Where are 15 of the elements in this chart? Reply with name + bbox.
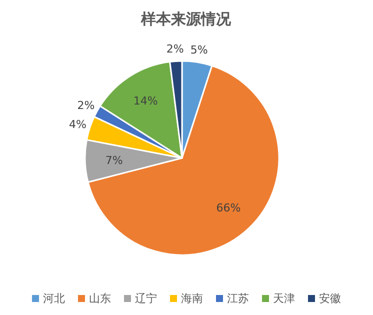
- data-label: 7%: [105, 154, 123, 168]
- data-label: 14%: [133, 94, 158, 108]
- data-label: 66%: [216, 201, 241, 214]
- data-label: 2%: [166, 42, 184, 56]
- chart-title: 样本来源情况: [140, 10, 232, 28]
- data-label: 2%: [77, 99, 95, 112]
- legend-label: 天津: [273, 292, 295, 305]
- legend-label: 海南: [181, 292, 203, 305]
- legend-label: 辽宁: [135, 292, 157, 305]
- legend-label: 江苏: [227, 292, 249, 305]
- data-label: 5%: [190, 44, 208, 57]
- data-label: 4%: [69, 118, 86, 132]
- legend-label: 安徽: [319, 292, 341, 305]
- legend-label: 河北: [43, 292, 65, 305]
- legend-label: 山东: [89, 292, 111, 305]
